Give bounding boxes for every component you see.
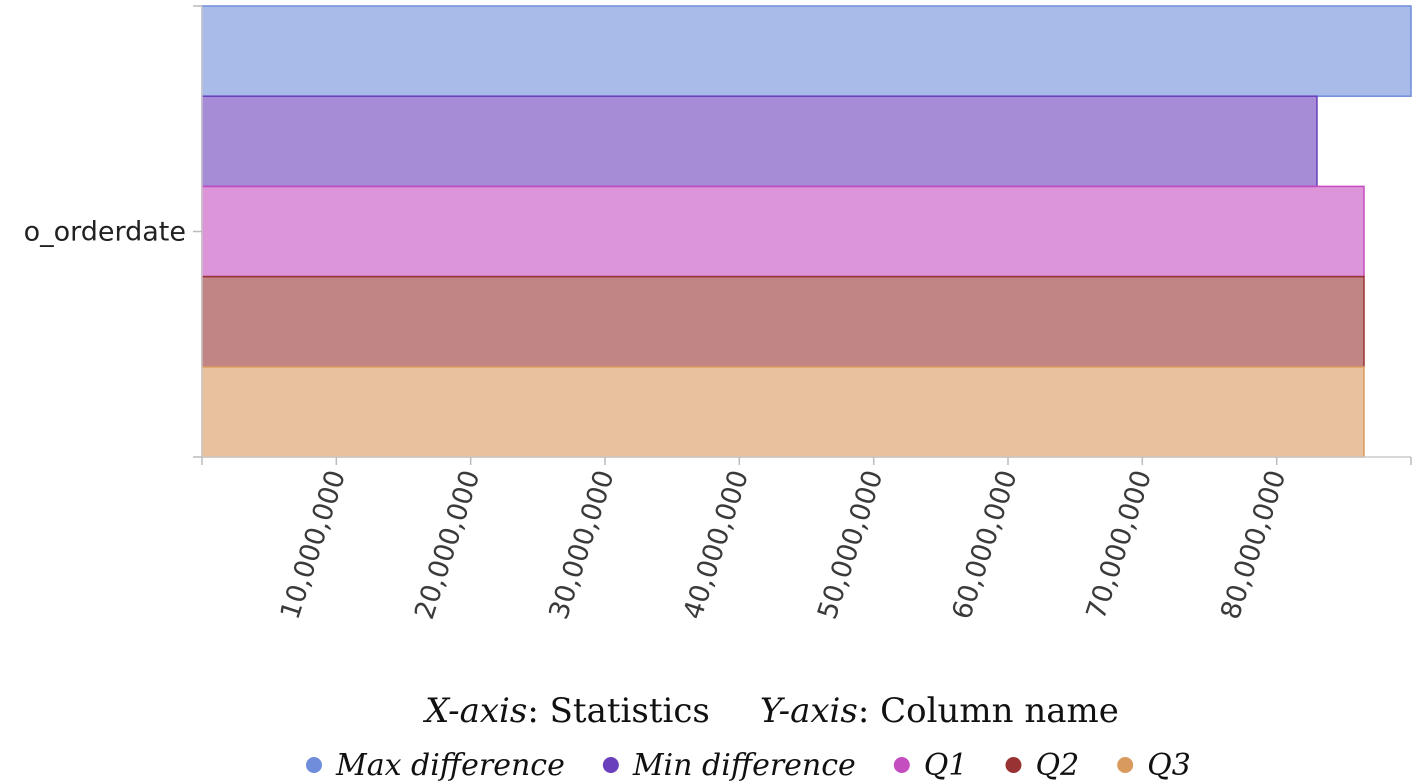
legend-label-q2: Q2 — [1035, 748, 1079, 782]
legend-marker-min-difference — [602, 757, 619, 773]
x-tick-label: 70,000,000 — [1081, 467, 1158, 624]
axis-caption: X-axis: Statistics Y-axis: Column name — [422, 691, 1119, 731]
y-axis-caption-prefix: Y-axis — [760, 691, 858, 731]
bar-max-difference — [201, 5, 1412, 97]
y-category-label: o_orderdate — [24, 217, 186, 248]
legend-marker-max-difference — [306, 757, 322, 773]
x-tick-label: 40,000,000 — [678, 467, 755, 624]
bar-min-difference — [201, 95, 1318, 188]
legend-label-q3: Q3 — [1147, 748, 1191, 782]
legend: Max difference Min difference Q1 Q2 Q3 — [306, 748, 1191, 782]
x-tick-label: 20,000,000 — [409, 467, 486, 624]
x-tick-label: 60,000,000 — [946, 467, 1023, 624]
legend-marker-q2 — [1005, 757, 1022, 773]
bar-q3 — [201, 366, 1365, 458]
bars — [201, 5, 1412, 458]
x-tick-label: 80,000,000 — [1215, 467, 1292, 624]
x-tick-label: 50,000,000 — [812, 467, 889, 624]
x-tick-label: 30,000,000 — [543, 467, 620, 624]
bar-q1 — [201, 185, 1365, 278]
legend-label-max-difference: Max difference — [335, 748, 565, 782]
bar-q2 — [201, 275, 1365, 368]
legend-marker-q3 — [1117, 757, 1134, 773]
x-tick-label: 10,000,000 — [275, 467, 352, 624]
x-ticks: 10,000,000 20,000,000 30,000,000 40,000,000… — [201, 457, 1412, 624]
axes — [193, 5, 1411, 458]
x-axis-caption-prefix: X-axis — [422, 691, 527, 731]
x-axis-caption-text: : Statistics — [527, 691, 710, 731]
y-axis-caption-text: : Column name — [858, 691, 1119, 731]
legend-label-q1: Q1 — [924, 748, 968, 782]
y-categories: o_orderdate — [24, 217, 186, 248]
legend-label-min-difference: Min difference — [632, 748, 856, 782]
legend-marker-q1 — [893, 757, 910, 773]
